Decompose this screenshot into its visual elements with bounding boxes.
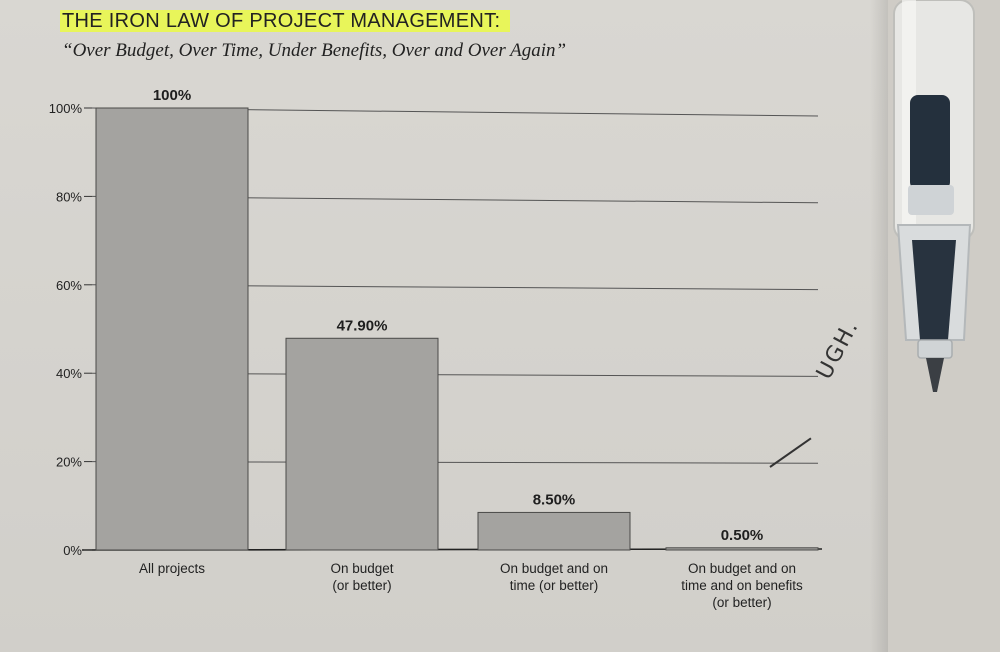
bar <box>477 511 631 551</box>
y-tick-label: 100% <box>49 101 83 116</box>
bar <box>285 337 439 551</box>
chart-title: THE IRON LAW OF PROJECT MANAGEMENT: <box>60 6 511 36</box>
y-tick-label: 80% <box>56 189 82 204</box>
bars <box>95 107 819 551</box>
pen-inner-cone <box>912 240 956 340</box>
x-axis-labels: All projects On budget (or better) On budge… <box>139 561 803 610</box>
x-tick-label: On budget <box>330 561 393 576</box>
bar <box>665 547 819 551</box>
bar-value-label: 8.50% <box>533 491 576 508</box>
x-tick-label: (or better) <box>712 595 771 610</box>
pen-collar <box>917 339 953 359</box>
bar-value-label: 0.50% <box>721 527 764 544</box>
pen <box>893 0 975 392</box>
x-tick-label: On budget and on <box>688 561 796 576</box>
y-tick-label: 0% <box>63 543 82 558</box>
y-tick-label: 20% <box>56 455 82 470</box>
pen-ink-cap <box>908 185 954 215</box>
x-tick-label: All projects <box>139 561 205 576</box>
y-axis-ticks: 0% 20% 40% 60% 80% 100% <box>49 101 92 558</box>
pen-ink-tube <box>910 95 950 190</box>
chart-title-highlight: THE IRON LAW OF PROJECT MANAGEMENT: <box>60 10 511 32</box>
bar-chart: 0%20%40%60%80%100% 100%47.90%8.50%0.50% … <box>49 87 823 610</box>
pen-tip <box>926 358 944 392</box>
x-tick-label: time and on benefits <box>681 578 803 593</box>
bar <box>95 107 249 551</box>
bar-value-label: 100% <box>153 87 191 104</box>
x-tick-label: On budget and on <box>500 561 608 576</box>
value-labels: 100% 47.90% 8.50% 0.50% <box>153 87 763 544</box>
x-tick-label: time (or better) <box>510 578 599 593</box>
chart-subtitle: “Over Budget, Over Time, Under Benefits,… <box>62 40 567 61</box>
y-tick-label: 40% <box>56 366 82 381</box>
y-tick-label: 60% <box>56 278 82 293</box>
bar-value-label: 47.90% <box>337 317 388 334</box>
x-tick-label: (or better) <box>332 578 391 593</box>
